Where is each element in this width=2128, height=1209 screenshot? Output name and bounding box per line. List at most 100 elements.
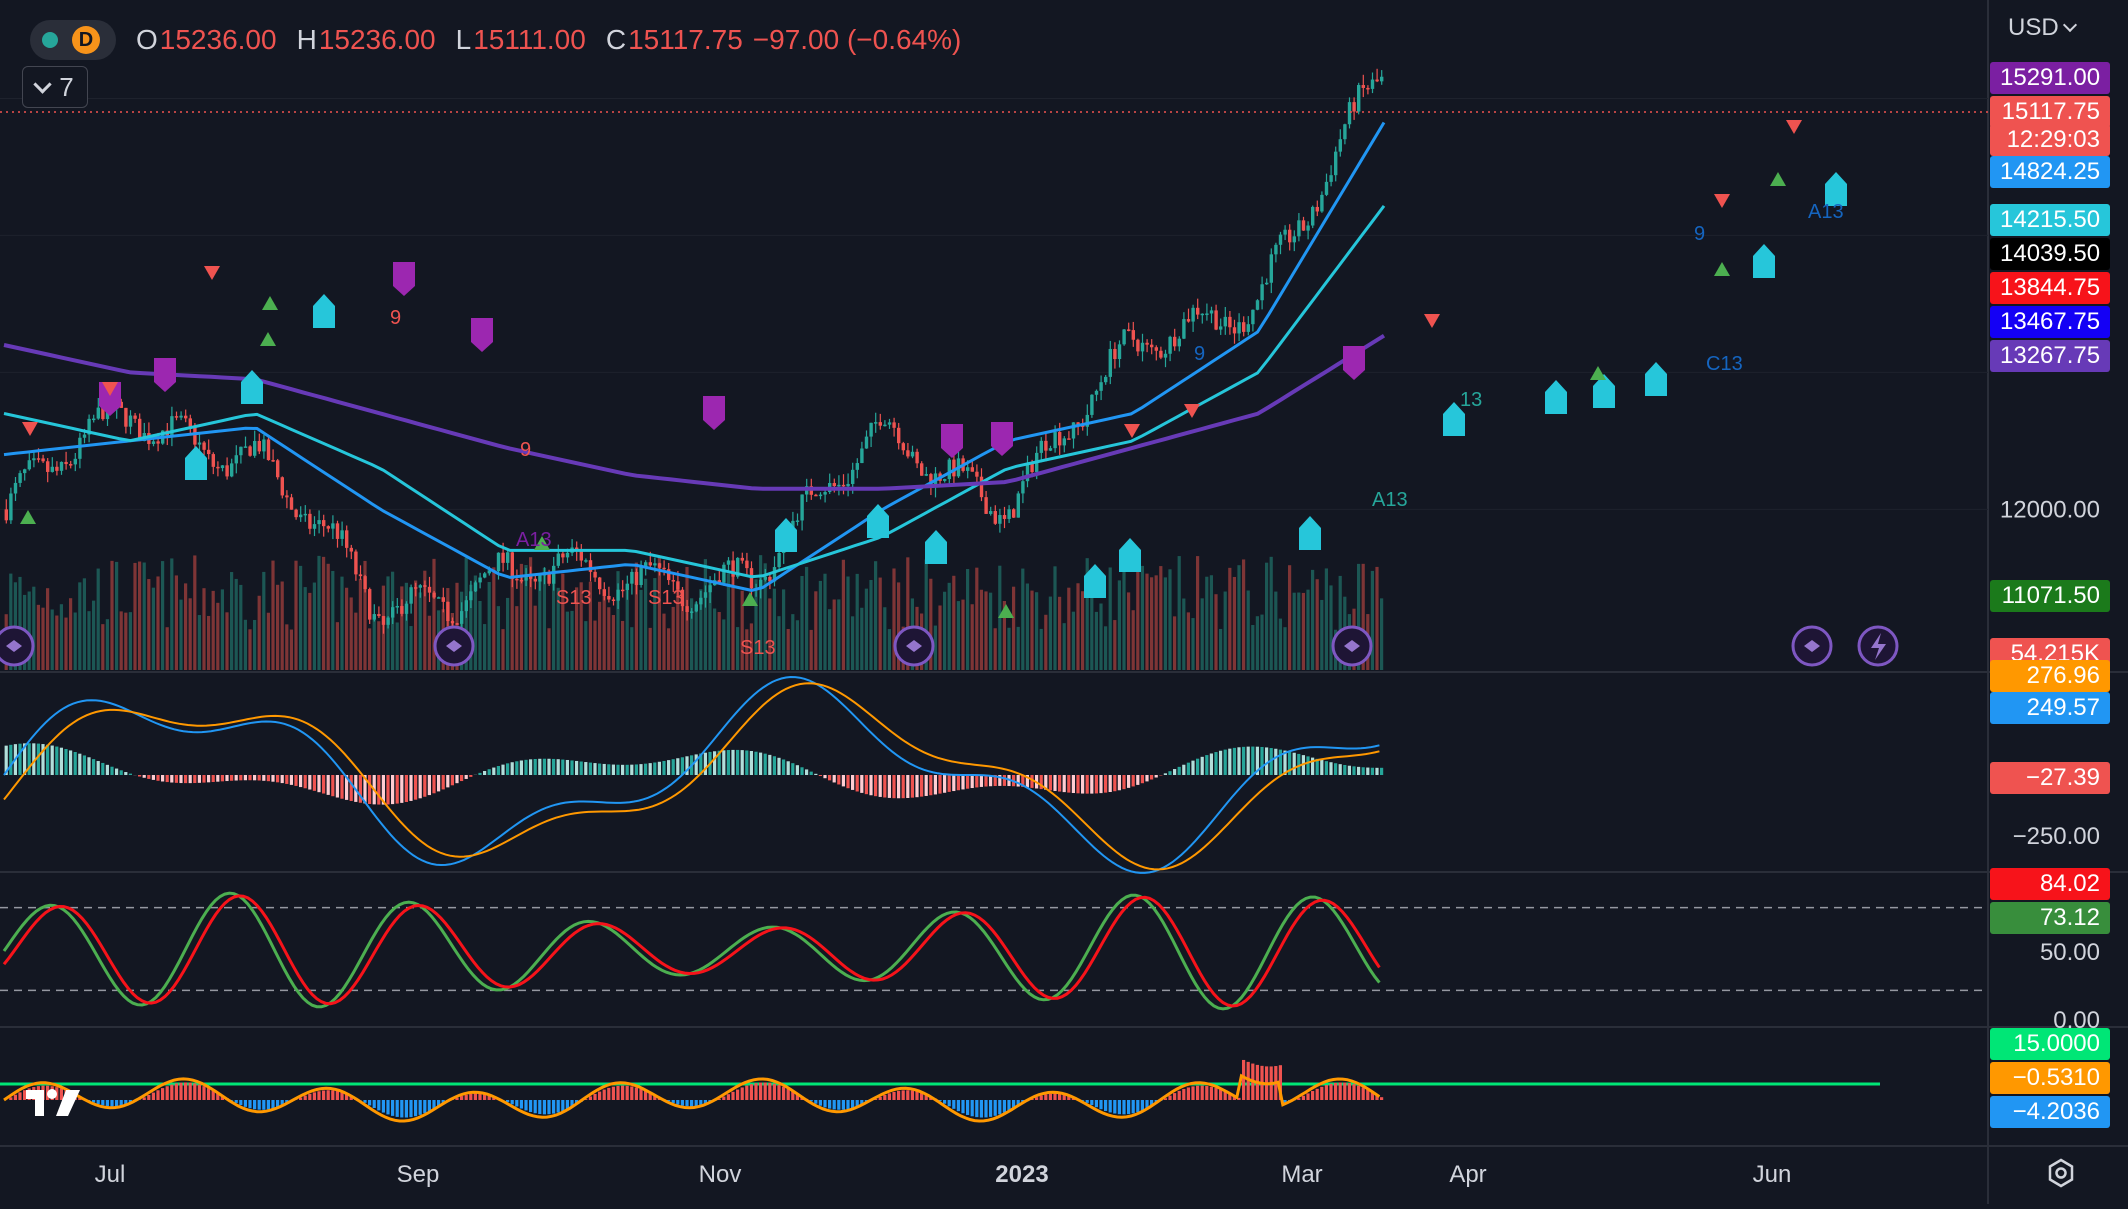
stoch-scale-label[interactable]: 73.12 [1990, 902, 2110, 934]
price-scale-label[interactable]: 12:29:03 [1990, 124, 2110, 156]
volume-bar [189, 598, 192, 670]
macd-histogram-bar [1127, 775, 1130, 788]
candle-body [432, 593, 435, 598]
osc-scale-label[interactable]: 15.0000 [1990, 1028, 2110, 1060]
volume-bar [138, 562, 141, 670]
macd-histogram-bar [672, 759, 675, 775]
currency-selector[interactable]: USD [2008, 14, 2075, 42]
candle-body [198, 443, 201, 445]
price-scale-label[interactable]: 14215.50 [1990, 204, 2110, 236]
candle-body [1021, 481, 1024, 493]
macd-histogram-bar [915, 775, 918, 797]
macd-scale-label[interactable]: 276.96 [1990, 660, 2110, 692]
price-scale-label[interactable]: 14824.25 [1990, 156, 2110, 188]
macd-histogram-bar [170, 775, 173, 783]
candle-body [23, 469, 26, 473]
candle-body [156, 441, 159, 443]
macd-histogram-bar [1113, 775, 1116, 791]
osc-histogram-bar [248, 1100, 251, 1108]
volume-bar [1072, 612, 1075, 670]
osc-scale-label[interactable]: −0.5310 [1990, 1062, 2110, 1094]
candle-body [1178, 339, 1181, 347]
candle-body [55, 467, 58, 471]
volume-bar [874, 561, 877, 670]
indicators-toggle-button[interactable]: 7 [22, 66, 88, 108]
volume-bar [506, 598, 509, 670]
settings-icon[interactable] [2046, 1158, 2076, 1188]
candle-body [796, 520, 799, 522]
macd-scale-label[interactable]: −27.39 [1990, 762, 2110, 794]
osc-histogram-bar [308, 1094, 311, 1100]
symbol-toggle[interactable]: D [30, 20, 116, 60]
macd-histogram-bar [179, 775, 182, 783]
candle-body [69, 464, 72, 466]
volume-bar [221, 589, 224, 670]
visibility-icon[interactable] [42, 32, 58, 48]
candle-body [405, 604, 408, 614]
macd-scale-label[interactable]: 249.57 [1990, 692, 2110, 724]
candle-body [465, 600, 468, 611]
macd-histogram-bar [1099, 775, 1102, 793]
candle-body [1118, 344, 1121, 359]
volume-bar [253, 620, 256, 670]
osc-histogram-bar [547, 1100, 550, 1114]
price-scale-label[interactable]: 13467.75 [1990, 306, 2110, 338]
volume-bar [69, 598, 72, 670]
candle-body [322, 520, 325, 526]
candle-body [14, 483, 17, 494]
osc-histogram-bar [1040, 1096, 1043, 1100]
candle-body [915, 452, 918, 464]
candle-body [83, 435, 86, 438]
price-scale-label[interactable]: 13267.75 [1990, 340, 2110, 372]
volume-bar [1311, 570, 1314, 670]
osc-histogram-bar [607, 1088, 610, 1100]
macd-histogram-bar [1164, 773, 1167, 775]
candle-body [777, 553, 780, 567]
volume-bar [235, 579, 238, 670]
volume-bar [1247, 590, 1250, 670]
osc-histogram-bar [750, 1084, 753, 1100]
volume-bar [55, 616, 58, 670]
tradingview-logo-icon[interactable] [22, 1082, 92, 1122]
macd-histogram-bar [897, 775, 900, 798]
price-scale-label[interactable]: 15291.00 [1990, 62, 2110, 94]
macd-histogram-bar [143, 775, 146, 778]
price-scale-label[interactable]: 13844.75 [1990, 272, 2110, 304]
candle-body [235, 455, 238, 463]
macd-histogram-bar [193, 775, 196, 783]
stoch-scale-label[interactable]: 84.02 [1990, 868, 2110, 900]
osc-histogram-bar [984, 1100, 987, 1117]
macd-histogram-bar [750, 751, 753, 775]
price-scale-label[interactable]: 11071.50 [1990, 580, 2110, 612]
candle-body [658, 563, 661, 567]
macd-histogram-bar [1182, 765, 1185, 775]
candle-body [1141, 343, 1144, 352]
candle-body [460, 611, 463, 624]
volume-bar [120, 611, 123, 670]
price-scale-label[interactable]: 14039.50 [1990, 238, 2110, 270]
volume-bar [331, 571, 334, 670]
osc-scale-label[interactable]: −4.2036 [1990, 1096, 2110, 1128]
macd-histogram-bar [230, 775, 233, 781]
osc-histogram-bar [989, 1100, 992, 1117]
volume-bar [819, 581, 822, 670]
osc-histogram-bar [1099, 1100, 1102, 1109]
volume-bar [212, 591, 215, 670]
macd-histogram-bar [1380, 768, 1383, 775]
macd-histogram-bar [566, 760, 569, 775]
volume-bar [938, 605, 941, 670]
candle-body [78, 438, 81, 459]
macd-histogram-bar [524, 760, 527, 775]
candle-body [1265, 283, 1268, 285]
candle-body [1214, 310, 1217, 329]
annotation-label: A13 [1808, 201, 1844, 223]
annotation-label: A13 [516, 529, 552, 551]
volume-bar [1283, 627, 1286, 670]
volume-bar [851, 616, 854, 670]
osc-histogram-bar [386, 1100, 389, 1114]
osc-histogram-bar [511, 1100, 514, 1104]
candle-body [506, 552, 509, 563]
macd-histogram-bar [115, 769, 118, 775]
